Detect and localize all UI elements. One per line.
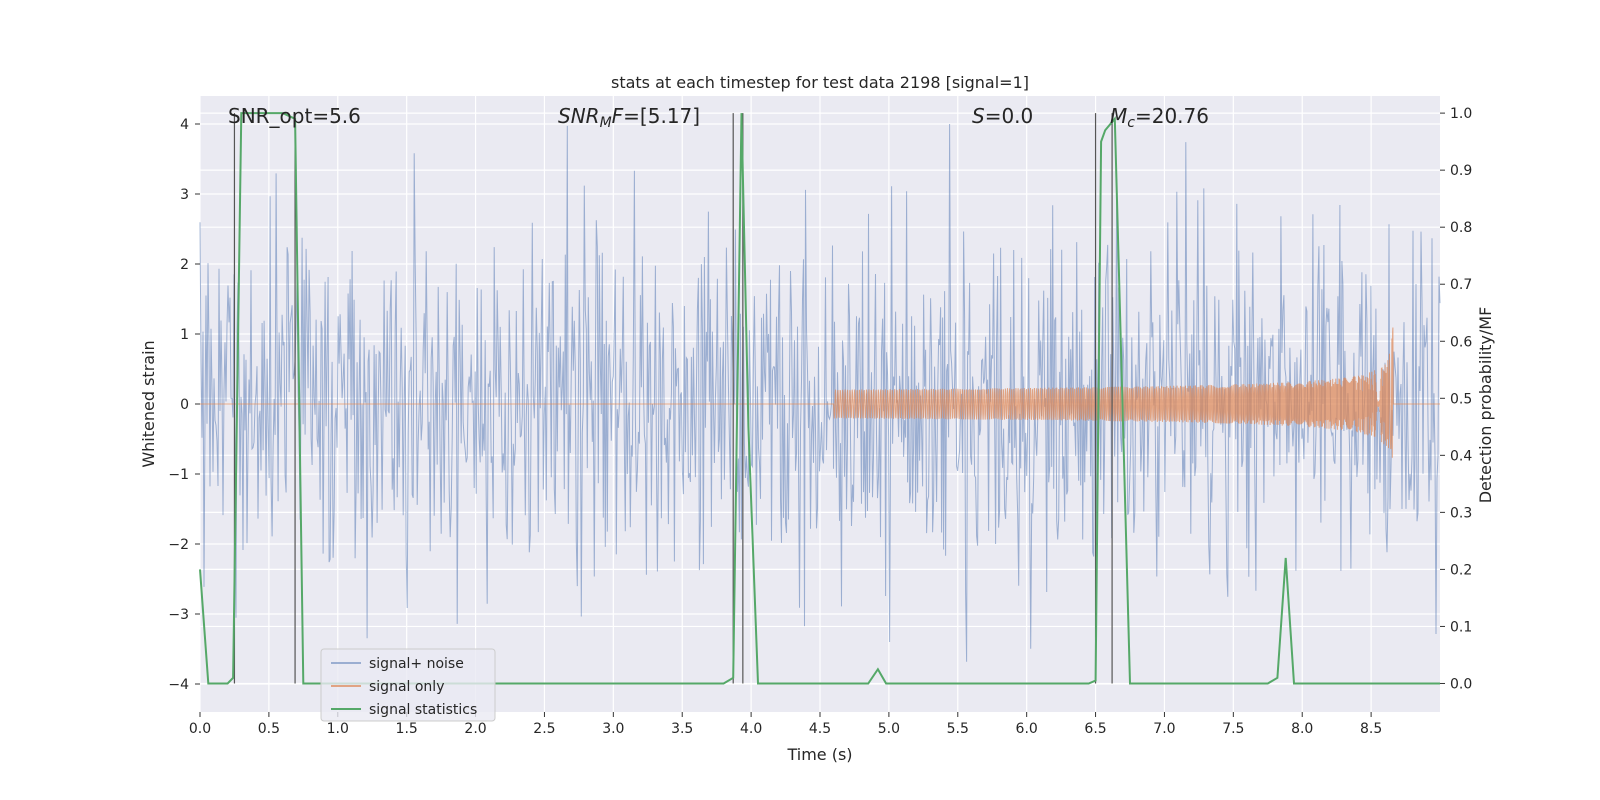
x-tick-label: 8.0 xyxy=(1291,721,1313,737)
y-axis-right-label: Detection probability/MF xyxy=(1476,307,1495,504)
y-left-tick-label: 3 xyxy=(180,187,189,203)
y-left-tick-label: −2 xyxy=(168,537,189,553)
snr-mf-subscript: M xyxy=(600,115,612,131)
x-tick-label: 4.0 xyxy=(740,721,762,737)
legend-label-signal: signal only xyxy=(369,679,444,695)
x-tick-label: 7.0 xyxy=(1153,721,1175,737)
y-right-tick-label: 0.1 xyxy=(1450,619,1472,635)
x-axis: 0.0 0.5 1.0 1.5 2.0 2.5 3.0 3.5 4.0 4.5 5.0 5.5 6.0 6… xyxy=(189,712,1382,737)
legend-box xyxy=(320,648,496,722)
stats-line xyxy=(199,112,1440,685)
s-symbol: S xyxy=(972,104,985,128)
mc-symbol: M xyxy=(1110,104,1127,128)
x-tick-label: 7.5 xyxy=(1222,721,1244,737)
y-left-tick-label: −4 xyxy=(168,677,189,693)
x-tick-label: 5.5 xyxy=(947,721,969,737)
y-right-tick-label: 0.5 xyxy=(1450,391,1472,407)
annotation-snr-mf: SNRMF=[5.17] xyxy=(558,104,700,131)
noise-series xyxy=(199,123,1441,662)
y-left-tick-label: 0 xyxy=(180,397,189,413)
x-tick-label: 1.5 xyxy=(396,721,418,737)
s-value: =0.0 xyxy=(985,104,1034,128)
y-axis-left: 4 3 2 1 0 −1 −2 −3 −4 xyxy=(168,117,200,693)
y-axis-right: 1.0 0.9 0.8 0.7 0.6 0.5 0.4 0.3 0.2 0.1 0.0 xyxy=(1440,106,1472,692)
y-right-tick-label: 0.9 xyxy=(1450,163,1472,179)
stats-series xyxy=(199,112,1440,685)
y-right-tick-label: 0.7 xyxy=(1450,277,1472,293)
x-tick-label: 8.5 xyxy=(1360,721,1382,737)
y-right-tick-label: 0.4 xyxy=(1450,448,1472,464)
x-tick-label: 6.5 xyxy=(1084,721,1106,737)
signal-series xyxy=(200,327,1440,458)
x-tick-label: 1.0 xyxy=(327,721,349,737)
y-right-tick-label: 0.8 xyxy=(1450,220,1472,236)
y-axis-left-label: Whitened strain xyxy=(139,340,158,467)
y-left-tick-label: 1 xyxy=(180,327,189,343)
legend: signal+ noise signal only signal statist… xyxy=(320,648,496,722)
snr-mf-tail: F xyxy=(612,104,624,128)
y-right-tick-label: 0.3 xyxy=(1450,505,1472,521)
x-tick-label: 2.5 xyxy=(533,721,555,737)
snr-mf-symbol: SNR xyxy=(558,104,600,128)
y-right-tick-label: 0.0 xyxy=(1450,676,1472,692)
x-tick-label: 3.5 xyxy=(671,721,693,737)
y-right-tick-label: 0.2 xyxy=(1450,562,1472,578)
legend-label-stats: signal statistics xyxy=(369,702,477,718)
snr-mf-value: =[5.17] xyxy=(623,104,700,128)
x-tick-label: 6.0 xyxy=(1016,721,1038,737)
x-tick-label: 5.0 xyxy=(878,721,900,737)
y-right-tick-label: 1.0 xyxy=(1450,106,1472,122)
annotation-snr-opt: SNR_opt=5.6 xyxy=(228,104,361,128)
chart-title: stats at each timestep for test data 219… xyxy=(611,73,1029,92)
x-axis-label: Time (s) xyxy=(786,745,852,764)
x-tick-label: 0.0 xyxy=(189,721,211,737)
x-tick-label: 2.0 xyxy=(464,721,486,737)
legend-label-noise: signal+ noise xyxy=(369,656,464,672)
annotation-mc: Mc=20.76 xyxy=(1110,104,1209,131)
mc-subscript: c xyxy=(1127,115,1135,131)
signal-trace xyxy=(200,327,1440,458)
noise-trace xyxy=(199,123,1441,662)
x-tick-label: 4.5 xyxy=(809,721,831,737)
y-right-tick-label: 0.6 xyxy=(1450,334,1472,350)
annotation-s: S=0.0 xyxy=(972,104,1033,128)
annotations: SNR_opt=5.6 SNRMF=[5.17] S=0.0 Mc=20.76 xyxy=(228,104,1209,131)
y-left-tick-label: 2 xyxy=(180,257,189,273)
mc-value: =20.76 xyxy=(1135,104,1209,128)
x-tick-label: 0.5 xyxy=(258,721,280,737)
y-left-tick-label: 4 xyxy=(180,117,189,133)
y-left-tick-label: −1 xyxy=(168,467,189,483)
x-tick-label: 3.0 xyxy=(602,721,624,737)
y-left-tick-label: −3 xyxy=(168,607,189,623)
